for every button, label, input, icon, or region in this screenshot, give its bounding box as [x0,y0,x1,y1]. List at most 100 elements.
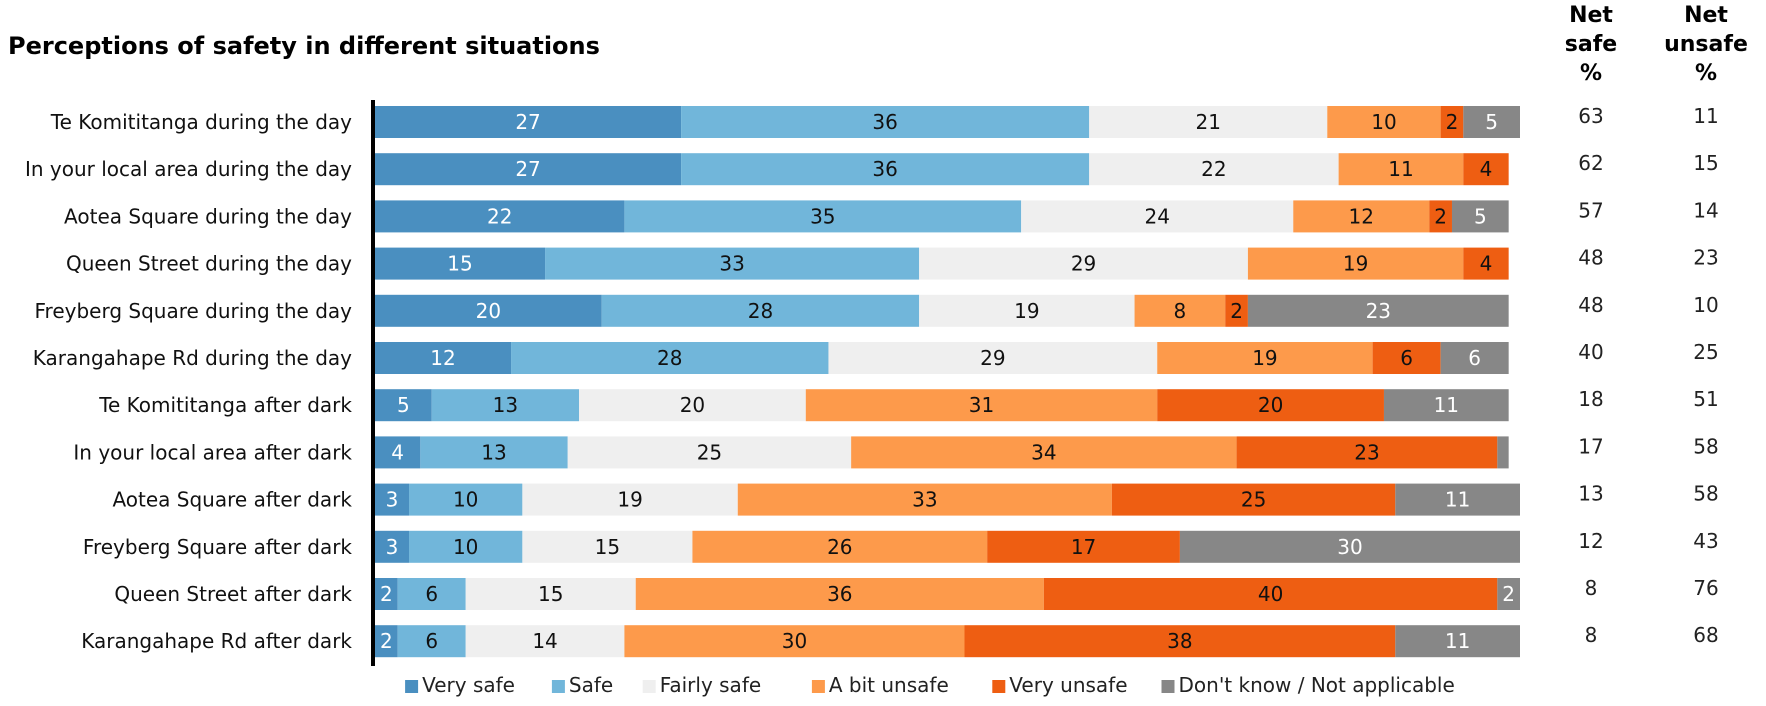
bar-segment [409,483,523,516]
bar-segment [375,389,432,422]
bar-value-label: 19 [1014,299,1039,323]
bar-segment [1247,294,1509,327]
bar-value-label: 2 [1502,582,1515,606]
extra-column-headers: Net safe% Net unsafe% [1565,3,1748,86]
bar-value-label: 6 [425,582,438,606]
bar-value-label: 35 [810,204,835,228]
legend-swatch [642,680,656,693]
net-safe-value: 40 [1578,340,1603,364]
bar-segment [420,436,568,469]
bar-segment [397,578,466,610]
bar-segment [1497,436,1509,469]
bar-value-label: 2 [1446,110,1459,134]
bar-value-label: 15 [538,582,563,606]
bar-segment [624,625,965,658]
net-safe-value: 48 [1578,246,1603,270]
bar-segment [1327,106,1441,138]
net-unsafe-header: unsafe [1664,32,1748,57]
bar-value-label: 33 [719,252,744,276]
category-label: Te Komititanga after dark [98,393,352,417]
bar-value-label: 28 [657,346,682,370]
bar-value-label: 27 [515,110,540,134]
category-label: Karangahape Rd after dark [81,629,352,653]
legend-label: Very unsafe [1009,673,1127,697]
bar-segment [409,530,523,563]
category-label: Freyberg Square after dark [83,535,353,559]
bar-segment [681,153,1090,186]
legend-swatch [1161,680,1175,693]
bar-value-label: 11 [1434,393,1459,417]
bar-segment [635,578,1044,610]
bar-value-label: 27 [515,157,540,181]
bar-value-label: 14 [532,629,557,653]
bar-value-label: 13 [493,393,518,417]
bar-segment [624,200,1022,233]
net-safe-value: 18 [1578,387,1603,411]
bar-segment [1236,436,1498,469]
bar-value-label: 2 [380,582,393,606]
bar-segment [567,436,852,469]
net-unsafe-value: 23 [1693,246,1718,270]
bar-segment [1293,200,1430,233]
category-label: Queen Street during the day [66,252,352,276]
bar-value-label: 36 [872,157,897,181]
category-label: In your local area during the day [25,157,352,181]
bar-segment [465,625,625,658]
bar-segment [375,153,682,186]
legend-swatch [405,680,419,693]
legend-label: A bit unsafe [829,673,949,697]
bar-segment [1157,389,1384,422]
net-safe-value: 62 [1578,151,1603,175]
net-unsafe-value: 43 [1693,529,1718,553]
bar-value-label: 25 [697,440,722,464]
bar-segment [692,530,988,563]
bar-value-label: 17 [1071,535,1096,559]
category-label: Aotea Square after dark [112,488,352,512]
bar-segment [511,342,829,374]
bar-segment [1451,200,1509,233]
net-unsafe-value: 51 [1693,387,1718,411]
category-labels: Te Komititanga during the day In your loc… [25,110,352,653]
net-safe-value: 8 [1585,576,1598,600]
bar-segment [1395,625,1520,658]
bar-segment [375,200,625,233]
bar-value-label: 11 [1445,629,1470,653]
net-unsafe-value: 76 [1693,576,1718,600]
bar-segment [1021,200,1294,233]
bar-segment [375,436,421,469]
net-unsafe-value: 68 [1693,623,1718,647]
bar-segment [1463,247,1509,280]
bar-segment [1372,342,1441,374]
bar-value-label: 4 [1480,252,1493,276]
legend: Very safe Safe Fairly safe A bit unsafe Very… [405,673,1455,697]
net-unsafe-value: 58 [1693,482,1718,506]
category-label: Freyberg Square during the day [34,299,352,323]
bar-segment [1463,106,1520,138]
net-safe-header: safe [1565,32,1617,57]
bar-value-label: 30 [782,629,807,653]
bar-segment [522,483,738,516]
bars-group: 27 36 21 10 2 527 36 22 11 422 35 24 12 2 515 33 29 19 420… [375,106,1520,658]
bar-value-label: 2 [1230,299,1243,323]
net-safe-value: 63 [1578,104,1603,128]
bar-value-label: 4 [391,440,404,464]
net-unsafe-value: 58 [1693,434,1718,458]
bar-value-label: 5 [1474,204,1487,228]
legend-label: Don't know / Not applicable [1179,673,1455,697]
net-unsafe-header: Net [1684,3,1728,28]
bar-value-label: 12 [430,346,455,370]
bar-value-label: 19 [1252,346,1277,370]
net-unsafe-value: 25 [1693,340,1718,364]
net-safe-value: 12 [1578,529,1603,553]
bar-value-label: 34 [1031,440,1056,464]
bar-value-label: 6 [425,629,438,653]
bar-segment [919,247,1248,280]
bar-value-label: 11 [1388,157,1413,181]
net-safe-header: % [1580,61,1602,86]
bar-segment [1497,578,1520,610]
bar-segment [579,389,806,422]
bar-value-label: 19 [617,488,642,512]
bar-value-label: 6 [1400,346,1413,370]
bar-value-label: 24 [1145,204,1170,228]
